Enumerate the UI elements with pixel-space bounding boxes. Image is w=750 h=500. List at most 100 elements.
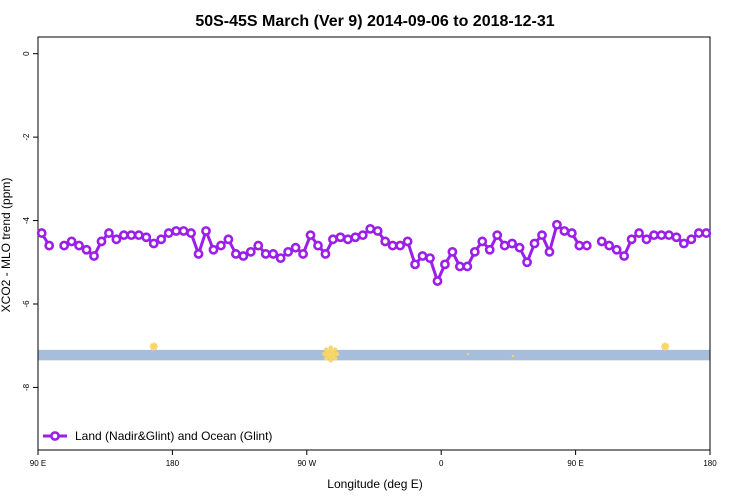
band-marker bbox=[511, 354, 515, 358]
data-point bbox=[380, 236, 391, 247]
x-axis-label: Longitude (deg E) bbox=[327, 477, 422, 491]
band-marker-ray bbox=[666, 347, 669, 350]
data-point bbox=[357, 230, 368, 241]
y-axis-label: XCO2 - MLO trend (ppm) bbox=[0, 178, 13, 313]
data-point bbox=[410, 259, 420, 270]
data-point bbox=[193, 249, 204, 259]
band-marker bbox=[322, 345, 340, 363]
y-tick-label: -6 bbox=[22, 300, 31, 308]
band-marker-ray bbox=[664, 348, 667, 351]
data-point bbox=[342, 234, 353, 245]
data-point bbox=[544, 246, 555, 257]
band-marker-ray bbox=[667, 345, 670, 348]
data-point bbox=[118, 230, 129, 241]
data-point bbox=[74, 240, 84, 251]
band-marker-ray bbox=[150, 347, 153, 350]
data-point bbox=[81, 244, 92, 255]
data-point bbox=[507, 238, 518, 249]
data-point bbox=[619, 251, 630, 261]
data-point bbox=[350, 232, 361, 243]
data-point bbox=[268, 249, 279, 259]
data-point bbox=[537, 230, 547, 241]
band-marker-core bbox=[325, 349, 336, 360]
data-point bbox=[604, 240, 615, 251]
plot-frame bbox=[37, 36, 711, 451]
data-point bbox=[417, 251, 428, 261]
data-point bbox=[634, 228, 644, 238]
x-tick-label: 90 E bbox=[30, 459, 46, 468]
data-point bbox=[529, 238, 540, 249]
band-marker-ray bbox=[324, 356, 329, 361]
data-point bbox=[201, 226, 211, 236]
band-marker-ray bbox=[332, 356, 338, 361]
data-point bbox=[89, 251, 99, 261]
band-marker-core bbox=[466, 352, 470, 356]
band-marker-ray bbox=[661, 347, 665, 350]
data-point bbox=[305, 230, 316, 241]
plot-area: 90 E 180 90 W 0 90 E 180 0 -2 -4 -6 -8 Land (Nadir&… bbox=[22, 36, 717, 468]
data-point bbox=[559, 226, 570, 236]
band-marker-ray bbox=[661, 343, 665, 346]
data-point bbox=[335, 232, 346, 243]
data-point bbox=[678, 238, 689, 249]
data-point bbox=[514, 242, 525, 253]
data-point bbox=[253, 240, 264, 251]
data-point bbox=[163, 228, 174, 238]
data-point bbox=[462, 261, 473, 272]
data-point bbox=[499, 240, 510, 251]
x-tick-label: 0 bbox=[439, 459, 444, 468]
data-point bbox=[133, 230, 144, 241]
data-point bbox=[111, 234, 122, 245]
data-point bbox=[275, 253, 286, 264]
data-point bbox=[522, 257, 532, 268]
data-point bbox=[186, 228, 196, 238]
data-point bbox=[671, 232, 682, 243]
data-point bbox=[283, 246, 294, 257]
data-point bbox=[230, 249, 241, 259]
data-point bbox=[245, 246, 256, 257]
data-point bbox=[701, 228, 712, 238]
band-marker-core bbox=[662, 344, 668, 350]
band-marker-ray bbox=[154, 343, 158, 346]
data-point bbox=[223, 234, 234, 245]
data-point bbox=[156, 234, 167, 245]
data-point bbox=[36, 228, 47, 238]
data-point bbox=[552, 219, 562, 230]
band-marker-ray bbox=[150, 343, 153, 346]
data-point bbox=[641, 234, 652, 245]
chart-title: 50S-45S March (Ver 9) 2014-09-06 to 2018… bbox=[195, 13, 554, 30]
legend-label: Land (Nadir&Glint) and Ocean (Glint) bbox=[75, 429, 272, 443]
data-point bbox=[208, 244, 219, 255]
data-point bbox=[96, 236, 107, 247]
data-point bbox=[44, 240, 55, 251]
data-point bbox=[492, 230, 503, 241]
data-point bbox=[171, 226, 182, 236]
data-point bbox=[477, 236, 488, 247]
band-marker-ray bbox=[666, 343, 669, 346]
data-point bbox=[432, 276, 443, 286]
shaded-band bbox=[38, 349, 710, 361]
data-point bbox=[260, 249, 271, 259]
data-point bbox=[126, 230, 137, 241]
band-marker-core bbox=[511, 354, 515, 358]
data-point bbox=[686, 234, 697, 245]
x-tick-label: 90 E bbox=[567, 459, 583, 468]
band-marker-ray bbox=[152, 348, 155, 351]
data-point bbox=[566, 228, 577, 238]
band-marker-ray bbox=[660, 345, 664, 348]
data-point bbox=[104, 228, 114, 238]
band-marker bbox=[466, 352, 470, 356]
data-point bbox=[298, 249, 308, 259]
data-point bbox=[447, 246, 458, 257]
data-point bbox=[484, 244, 495, 255]
legend-marker bbox=[50, 431, 60, 441]
data-point bbox=[402, 236, 413, 247]
band-marker-ray bbox=[155, 345, 158, 348]
legend: Land (Nadir&Glint) and Ocean (Glint) bbox=[43, 429, 272, 443]
band-marker-ray bbox=[328, 358, 333, 363]
data-point bbox=[290, 242, 301, 253]
band-marker-ray bbox=[324, 347, 329, 352]
data-point bbox=[574, 240, 585, 251]
band-marker bbox=[660, 342, 670, 351]
